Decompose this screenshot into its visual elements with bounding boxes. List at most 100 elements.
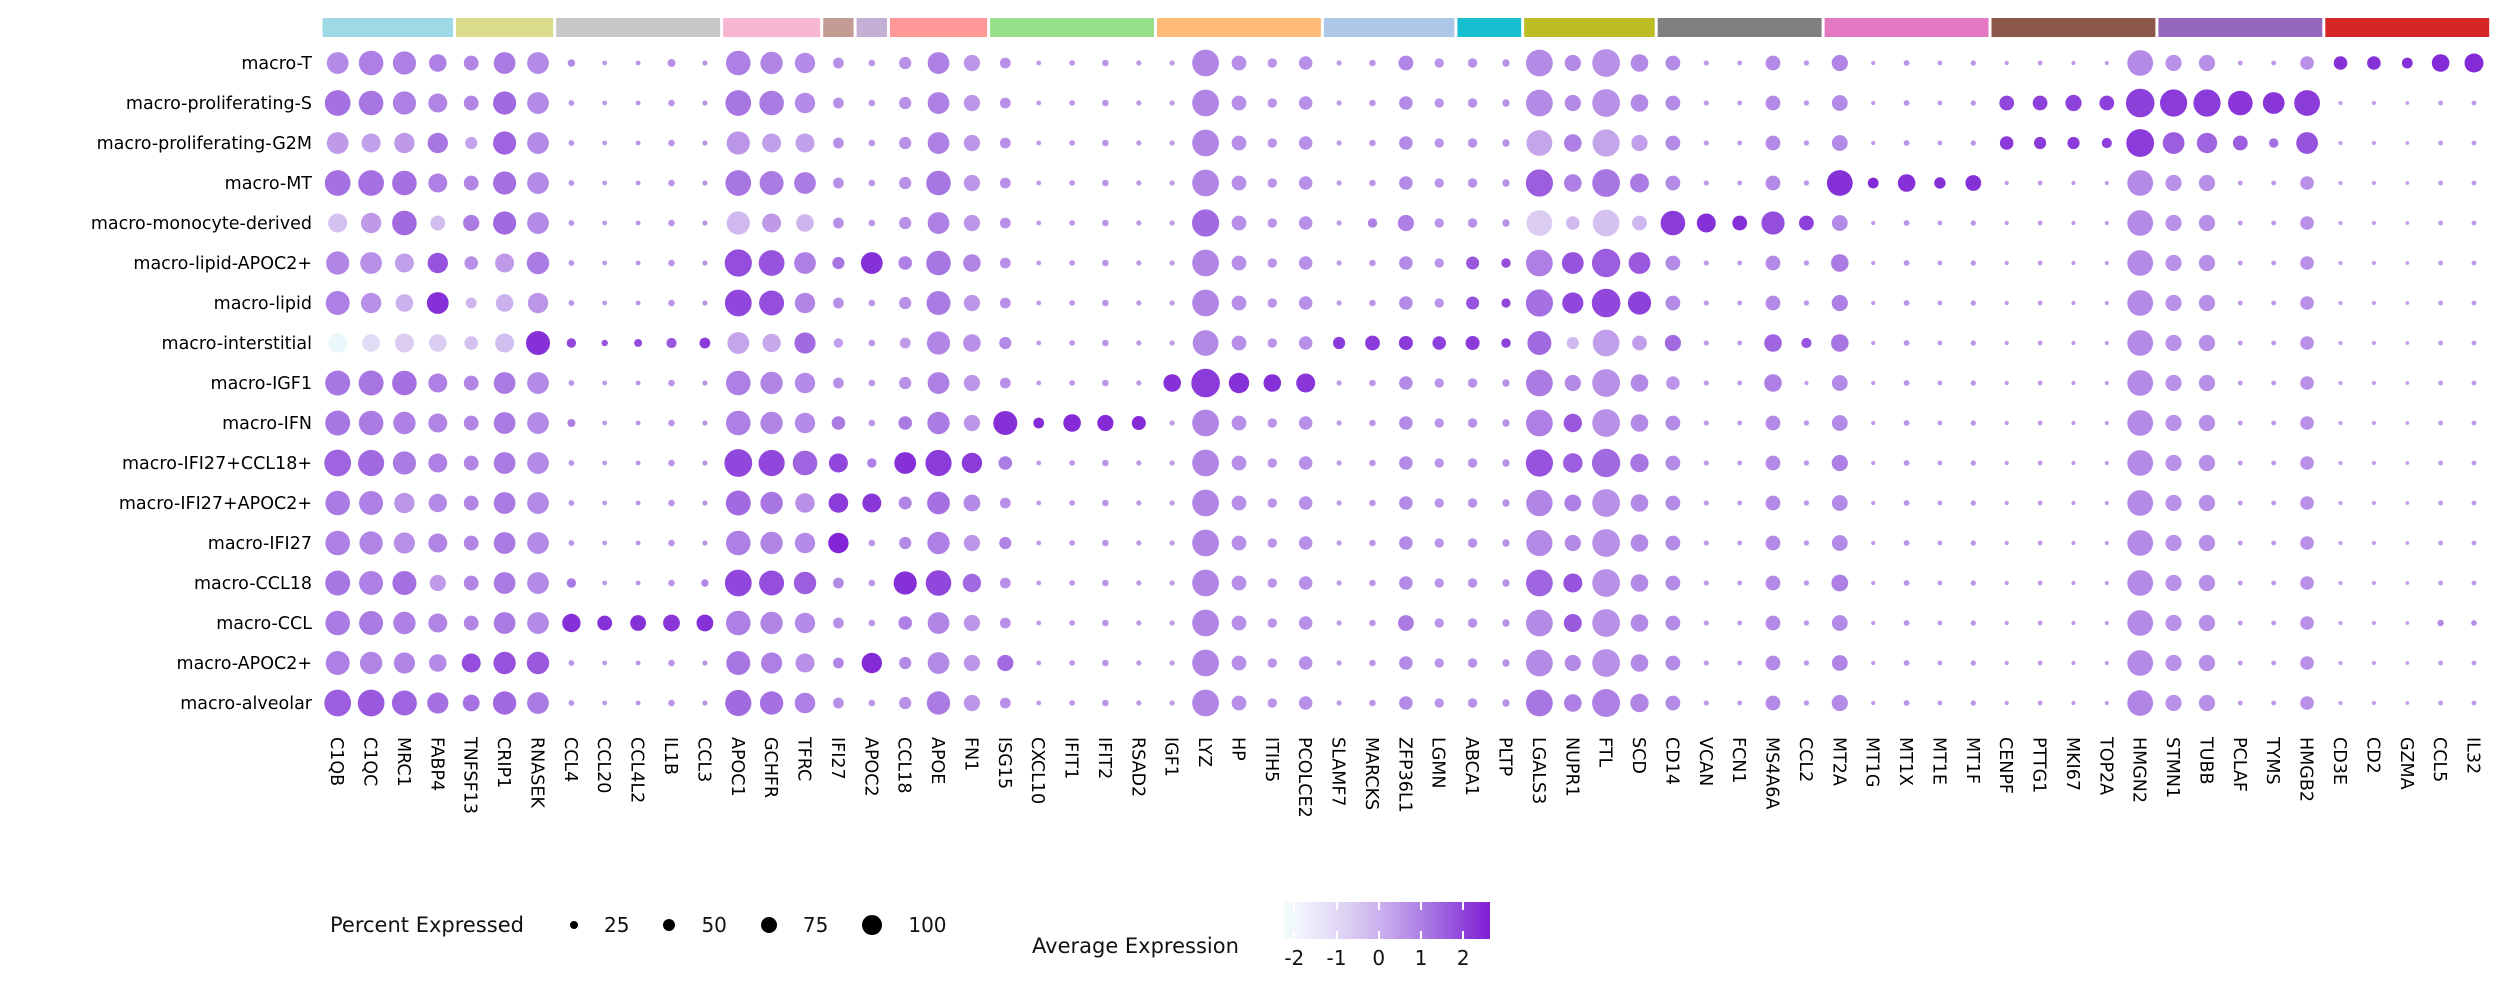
expression-dot (602, 420, 608, 426)
expression-dot (1298, 536, 1313, 550)
expression-dot (1564, 694, 1582, 712)
expression-dot (1192, 409, 1219, 437)
expression-dot (1897, 174, 1916, 192)
expression-dot (2104, 540, 2109, 546)
expression-dot (1169, 180, 1175, 186)
expression-dot (927, 212, 950, 234)
expression-dot (794, 692, 816, 714)
expression-dot (2104, 340, 2109, 346)
expression-dot (1831, 95, 1848, 111)
expression-dot (2071, 580, 2076, 586)
expression-dot (2338, 500, 2343, 506)
expression-dot (1192, 649, 1219, 677)
expression-dot (2338, 580, 2343, 586)
expression-dot (1871, 140, 1876, 146)
celltype-label: macro-IFI27+CCL18+ (122, 454, 312, 474)
gene-group-bar (1657, 18, 1822, 37)
expression-dot (1527, 331, 1552, 355)
expression-dot (428, 93, 448, 113)
expression-dot (1191, 368, 1220, 398)
expression-dot (1765, 655, 1781, 671)
expression-dot (1501, 338, 1511, 348)
expression-dot (568, 700, 575, 706)
expression-dot (1871, 260, 1876, 266)
expression-dot (1831, 294, 1848, 312)
gene-label: APOC1 (727, 737, 747, 797)
expression-dot (861, 652, 882, 674)
expression-dot (2300, 576, 2314, 590)
expression-dot (2071, 700, 2076, 706)
expression-dot (1169, 500, 1175, 506)
expression-dot (1903, 620, 1910, 626)
expression-dot (1036, 260, 1042, 266)
expression-dot (1036, 380, 1042, 386)
expression-dot (868, 419, 876, 427)
expression-dot (393, 652, 415, 674)
expression-dot (794, 292, 816, 314)
expression-dot (1399, 376, 1413, 390)
expression-dot (2338, 300, 2343, 306)
expression-dot (429, 654, 447, 672)
expression-dot (1526, 49, 1553, 77)
expression-dot (1703, 180, 1709, 186)
gene-label: CCL4L2 (627, 737, 647, 803)
gene-group-bar (456, 18, 554, 37)
expression-dot (1467, 458, 1478, 468)
expression-dot (568, 660, 575, 666)
expression-dot (1231, 495, 1247, 511)
expression-dot (1231, 255, 1247, 271)
expression-dot (963, 294, 981, 312)
expression-dot (602, 140, 608, 146)
expression-dot (1665, 295, 1681, 311)
expression-dot (702, 180, 708, 186)
expression-dot (2165, 374, 2182, 392)
expression-dot (1136, 500, 1142, 506)
expression-dot (963, 414, 981, 432)
expression-dot (360, 212, 382, 234)
expression-dot (1665, 55, 1681, 71)
expression-dot (1102, 179, 1109, 187)
expression-dot (2127, 570, 2154, 596)
expression-dot (1336, 60, 1342, 66)
expression-dot (1803, 540, 1809, 546)
celltype-label: macro-APOC2+ (177, 654, 312, 674)
expression-dot (1298, 256, 1313, 270)
expression-dot (899, 337, 911, 349)
expression-dot (1592, 169, 1620, 197)
gene-label: TOP2A (2095, 736, 2115, 795)
expression-dot (2237, 60, 2243, 66)
expression-dot (1937, 260, 1943, 266)
expression-dot (794, 252, 816, 274)
expression-dot (2104, 260, 2109, 266)
expression-dot (2237, 700, 2243, 706)
expression-dot (1434, 378, 1444, 388)
expression-dot (493, 211, 517, 235)
expression-dot (1592, 49, 1620, 77)
expression-dot (868, 579, 876, 587)
gene-label: ZFP36L1 (1394, 737, 1414, 813)
gene-label: FABP4 (426, 737, 446, 791)
expression-dot (493, 91, 517, 115)
expression-dot (2333, 56, 2348, 70)
expression-dot (2371, 340, 2376, 346)
expression-dot (1526, 130, 1553, 156)
expression-dot (1102, 659, 1109, 667)
expression-dot (1703, 620, 1709, 626)
expression-dot (1937, 660, 1943, 666)
gene-label: RSAD2 (1127, 737, 1147, 797)
expression-dot (2371, 500, 2376, 506)
expression-dot (1466, 256, 1480, 270)
expression-dot (726, 651, 751, 675)
expression-dot (1665, 95, 1681, 111)
expression-dot (2127, 330, 2154, 356)
expression-dot (899, 136, 912, 150)
expression-dot (1033, 417, 1045, 429)
expression-dot (668, 379, 675, 387)
expression-dot (1563, 573, 1583, 593)
expression-dot (1169, 220, 1175, 226)
expression-dot (862, 493, 882, 513)
expression-dot (1136, 100, 1142, 106)
expression-dot (1336, 100, 1342, 106)
expression-dot (666, 337, 677, 349)
expression-dot (2104, 420, 2109, 426)
